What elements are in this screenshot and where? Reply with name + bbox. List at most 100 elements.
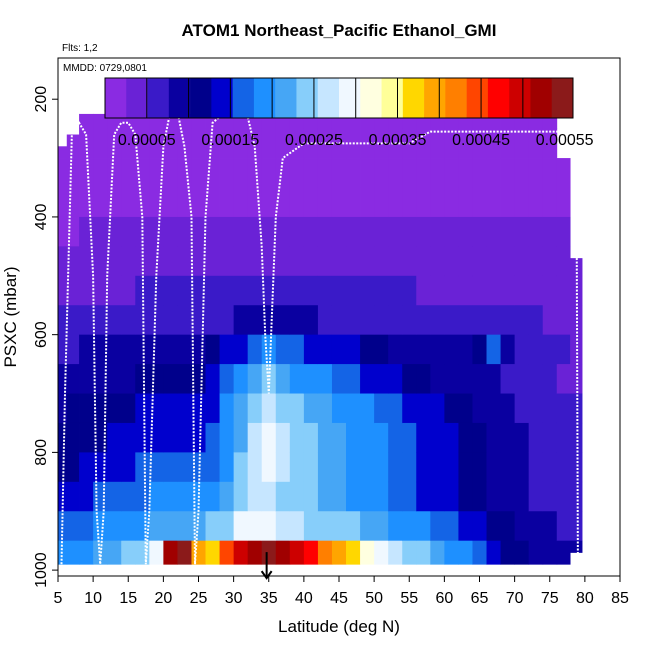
heatmap-cell (303, 187, 319, 218)
heatmap-cell (163, 422, 178, 453)
heatmap-cell (66, 246, 80, 277)
heatmap-cell (486, 511, 501, 542)
heatmap-cell (233, 187, 249, 218)
heatmap-cell (233, 393, 249, 424)
heatmap-cell (528, 393, 544, 424)
heatmap-cell (289, 422, 305, 453)
heatmap-cell (472, 540, 487, 565)
heatmap-cell (93, 393, 108, 424)
heatmap-cell (444, 511, 459, 542)
heatmap-cell (58, 334, 68, 365)
heatmap-cell (528, 540, 544, 565)
heatmap-cell (79, 452, 94, 483)
heatmap-cell (528, 246, 544, 277)
heatmap-cell (444, 334, 459, 365)
heatmap-cell (303, 481, 319, 512)
heatmap-cell (430, 481, 445, 512)
heatmap-cell (556, 364, 571, 394)
heatmap-cell (93, 128, 108, 159)
heatmap-cell (135, 128, 150, 159)
x-tick-label: 15 (119, 590, 137, 607)
heatmap-cell (514, 187, 530, 218)
heatmap-cell (388, 158, 403, 188)
y-tick-label: 200 (33, 86, 50, 113)
heatmap-cell (163, 187, 178, 218)
heatmap-cell (107, 481, 122, 512)
heatmap-cell (79, 393, 94, 424)
heatmap-cell (219, 452, 235, 483)
heatmap-cell (289, 246, 305, 277)
heatmap-cell (149, 481, 164, 512)
heatmap-cell (66, 481, 80, 512)
heatmap-cell (416, 305, 431, 336)
heatmap-cell (416, 275, 431, 306)
heatmap-cell (58, 305, 68, 336)
heatmap-cell (444, 216, 459, 247)
heatmap-cell (458, 305, 473, 336)
heatmap-cell (93, 246, 108, 277)
heatmap-cell (58, 158, 68, 188)
x-tick-label: 80 (576, 590, 594, 607)
heatmap-cell (163, 511, 178, 542)
heatmap-cell (93, 334, 108, 365)
heatmap-cell (66, 393, 80, 424)
heatmap-cell (135, 393, 150, 424)
heatmap-cell (402, 334, 417, 365)
heatmap-cell (331, 246, 347, 277)
heatmap-cell (135, 158, 150, 188)
heatmap-cell (233, 511, 249, 542)
heatmap-cell (374, 393, 389, 424)
heatmap-cell (346, 187, 361, 218)
heatmap-cell (275, 540, 291, 565)
heatmap-cell (303, 540, 319, 565)
heatmap-cell (79, 540, 94, 565)
heatmap-cell (107, 422, 122, 453)
heatmap-cell (402, 216, 417, 247)
heatmap-cell (374, 422, 389, 453)
x-tick-label: 40 (295, 590, 313, 607)
heatmap-cell (388, 393, 403, 424)
heatmap-cell (346, 511, 361, 542)
heatmap-cell (247, 422, 263, 453)
heatmap-cell (500, 364, 516, 394)
heatmap-cell (458, 452, 473, 483)
heatmap-cell (317, 158, 333, 188)
heatmap-cell (121, 334, 136, 365)
heatmap-cell (177, 481, 192, 512)
heatmap-cell (458, 364, 473, 394)
heatmap-cell (261, 246, 277, 277)
heatmap-cells (58, 87, 583, 565)
heatmap-cell (542, 481, 558, 512)
heatmap-cell (486, 305, 501, 336)
y-tick-label: 400 (33, 203, 50, 230)
y-tick-label: 1000 (33, 552, 50, 588)
heatmap-cell (500, 511, 516, 542)
heatmap-cell (500, 422, 516, 453)
heatmap-cell (163, 540, 178, 565)
heatmap-cell (303, 452, 319, 483)
heatmap-cell (416, 511, 431, 542)
heatmap-cell (444, 540, 459, 565)
heatmap-cell (331, 334, 347, 365)
heatmap-cell (444, 128, 459, 159)
heatmap-cell (444, 275, 459, 306)
heatmap-cell (66, 511, 80, 542)
heatmap-cell (388, 452, 403, 483)
heatmap-cell (247, 334, 263, 365)
heatmap-cell (275, 511, 291, 542)
heatmap-cell (331, 540, 347, 565)
heatmap-cell (205, 216, 220, 247)
heatmap-cell (79, 246, 94, 277)
heatmap-cell (191, 275, 206, 306)
heatmap-cell (528, 334, 544, 365)
heatmap-cell (261, 481, 277, 512)
heatmap-cell (416, 364, 431, 394)
heatmap-cell (486, 481, 501, 512)
heatmap-cell (556, 246, 571, 277)
heatmap-cell (331, 393, 347, 424)
marker-arrowhead (260, 570, 273, 580)
heatmap-cell (261, 187, 277, 218)
heatmap-cell (247, 158, 263, 188)
heatmap-cell (360, 305, 375, 336)
heatmap-cell (374, 216, 389, 247)
